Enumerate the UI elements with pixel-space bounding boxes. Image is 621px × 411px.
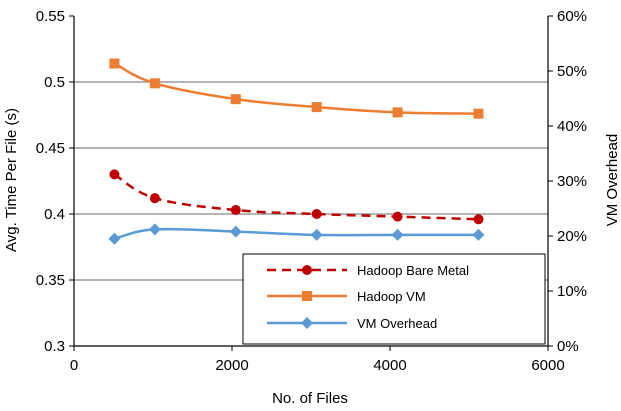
legend-swatch-marker — [302, 291, 312, 301]
y2-tick-label: 50% — [557, 63, 587, 80]
data-point-vm-overhead — [310, 228, 323, 241]
legend-label: VM Overhead — [357, 316, 437, 331]
legend-item-hadoop-bare-metal: Hadoop Bare Metal — [267, 263, 469, 278]
data-point-hadoop-bare-metal — [311, 209, 322, 219]
y2-tick-label: 20% — [557, 228, 587, 245]
legend-label: Hadoop Bare Metal — [357, 263, 469, 278]
y-tick-label: 0.4 — [44, 206, 65, 223]
series-hadoop-vm — [109, 58, 484, 119]
x-tick-label: 2000 — [215, 357, 248, 374]
data-point-hadoop-bare-metal — [392, 211, 403, 222]
axes — [69, 15, 553, 351]
data-point-hadoop-vm — [149, 78, 160, 89]
data-point-hadoop-vm — [230, 94, 241, 105]
x-tick-label: 6000 — [531, 357, 564, 374]
y2-tick-label: 40% — [557, 118, 587, 135]
y2-tick-label: 30% — [557, 173, 587, 190]
data-point-hadoop-vm — [109, 58, 120, 69]
y-tick-label: 0.45 — [36, 140, 65, 157]
x-tick-label: 0 — [70, 357, 78, 374]
y-tick-label: 0.35 — [36, 272, 65, 289]
data-point-hadoop-vm — [473, 108, 484, 119]
y-tick-label: 0.55 — [36, 8, 65, 25]
legend-item-hadoop-vm: Hadoop VM — [267, 289, 426, 304]
data-point-vm-overhead — [472, 228, 485, 241]
legend-box — [242, 253, 546, 345]
series-group — [108, 58, 485, 245]
y-axis-title: Avg. Time Per File (s) — [3, 108, 20, 252]
x-axis-title: No. of Files — [272, 390, 348, 407]
y-tick-label: 0.3 — [44, 338, 65, 355]
x-tick-label: 4000 — [373, 357, 406, 374]
data-point-hadoop-bare-metal — [473, 214, 484, 225]
legend-item-vm-overhead: VM Overhead — [267, 316, 437, 331]
legend-label: Hadoop VM — [357, 289, 426, 304]
series-vm-overhead — [108, 223, 485, 245]
series-hadoop-bare-metal — [109, 169, 484, 225]
legend: Hadoop Bare Metal Hadoop VM VM Overhead — [242, 253, 546, 345]
y2-tick-label: 60% — [557, 8, 587, 25]
legend-swatch-marker — [302, 265, 312, 275]
series-line-hadoop-vm — [113, 62, 479, 115]
legend-swatch-marker — [301, 317, 313, 329]
data-point-hadoop-vm — [311, 102, 322, 113]
data-point-vm-overhead — [391, 228, 404, 241]
y2-tick-label: 0% — [557, 338, 579, 355]
series-line-hadoop-bare-metal — [113, 173, 479, 221]
tick-labels: 0.3 0.35 0.4 0.45 0.5 0.55 0% 10% 20% 30% 40% 50% 60… — [36, 8, 587, 374]
data-point-hadoop-bare-metal — [149, 193, 160, 204]
legend-items: Hadoop Bare Metal Hadoop VM VM Overhead — [267, 263, 469, 331]
data-point-vm-overhead — [108, 232, 121, 245]
y2-axis-title: VM Overhead — [604, 134, 621, 227]
data-point-hadoop-vm — [392, 107, 403, 118]
data-point-vm-overhead — [229, 225, 242, 238]
data-point-hadoop-bare-metal — [109, 169, 120, 180]
y-tick-label: 0.5 — [44, 74, 65, 91]
series-line-vm-overhead — [114, 227, 479, 240]
y2-tick-label: 10% — [557, 283, 587, 300]
data-point-vm-overhead — [148, 223, 161, 236]
data-point-hadoop-bare-metal — [230, 205, 241, 216]
